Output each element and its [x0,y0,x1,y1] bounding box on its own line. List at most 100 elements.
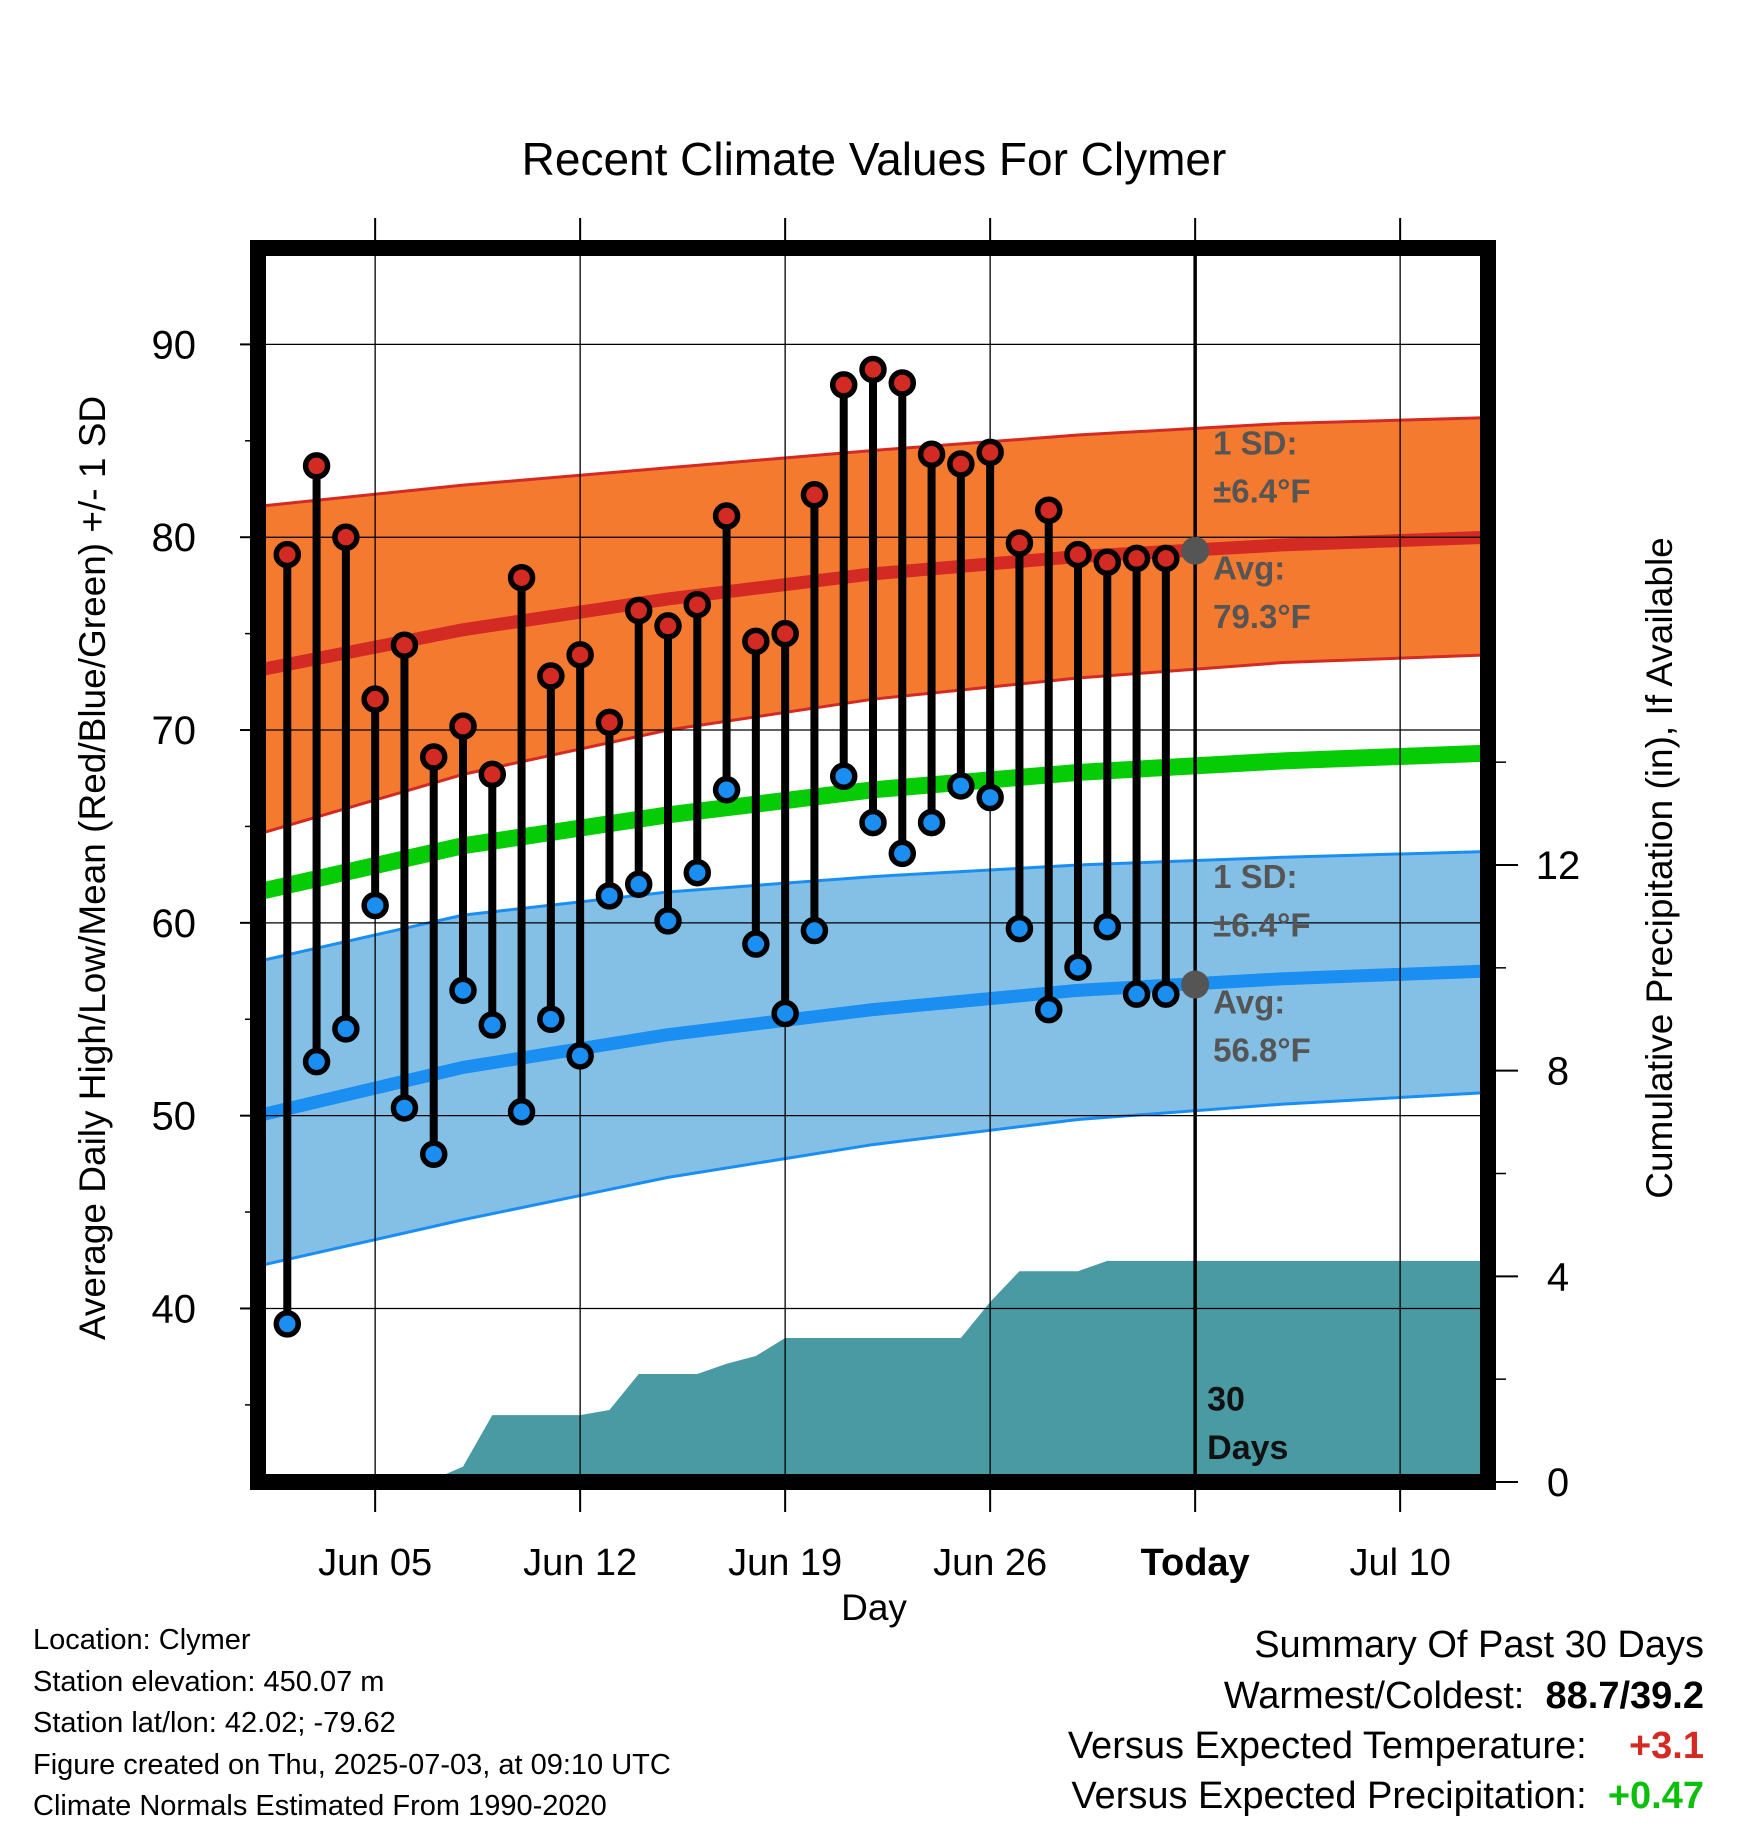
y-tick-label: 70 [152,709,197,753]
obs-low-point [449,976,477,1005]
obs-high-point [654,612,682,640]
obs-low-point [507,1098,536,1126]
obs-low-point [1122,980,1151,1008]
summary-coldest: 39.2 [1630,1675,1704,1717]
footer-created: Figure created on Thu, 2025-07-03, at 09… [33,1749,671,1781]
obs-low-point [390,1094,419,1122]
x-tick-label: Jul 10 [1349,1542,1450,1584]
obs-low-point [1005,914,1034,943]
high-sd-value: ±6.4°F [1213,473,1310,510]
y2-tick-label: 8 [1547,1050,1569,1094]
obs-high-point [1093,548,1122,577]
low-sd-lower-line [258,1091,1488,1268]
obs-low-point [1093,912,1122,941]
y2-tick-label: 0 [1547,1461,1569,1505]
summary-precip: Versus Expected Precipitation: +0.47 [1071,1775,1704,1818]
obs-high-point [712,502,741,530]
obs-high-point [859,355,887,384]
obs-low-point [712,776,741,804]
obs-low-point [566,1042,594,1070]
obs-high-point [449,712,477,740]
obs-high-point [829,371,858,399]
obs-low-point [829,762,858,791]
y2-axis-label: Cumulative Precipitation (in), If Availa… [1639,537,1680,1199]
low-avg-value: 56.8°F [1213,1032,1311,1069]
obs-high-point [683,590,712,619]
obs-low-point [1034,995,1063,1024]
low-sd-label: 1 SD: [1213,858,1297,895]
obs-high-point [507,563,536,592]
x-tick-label: Jun 12 [523,1542,637,1584]
summary-temp: Versus Expected Temperature: +3.1 [1068,1725,1704,1768]
obs-low-point [800,916,829,945]
obs-low-point [859,808,887,837]
obs-low-point [888,839,917,868]
obs-low-point [771,999,799,1028]
x-tick-label: Jun 05 [318,1542,432,1584]
low-sd-band [258,851,1488,1267]
obs-high-point [800,481,829,509]
obs-low-point [947,772,975,800]
today-high-avg-point [1181,536,1210,565]
y-axis-label: Average Daily High/Low/Mean (Red/Blue/Gr… [72,396,113,1340]
plot-frame [250,240,1496,1490]
summary-warm-cold: Warmest/Coldest: 88.7/39.2 [1224,1675,1704,1718]
low-avg-line [258,964,1488,1122]
obs-high-point [595,708,624,737]
summary-warmest: 88.7 [1545,1675,1620,1717]
obs-high-point [947,450,975,478]
y-tick-label: 50 [152,1095,197,1139]
obs-high-point [976,438,1004,467]
y-tick-label: 80 [152,516,197,560]
high-sd-label: 1 SD: [1213,424,1297,461]
low-sd-value: ±6.4°F [1213,906,1310,943]
obs-high-point [624,596,653,625]
y-tick-label: 60 [152,902,197,946]
obs-high-point [888,369,917,397]
obs-low-point [654,907,682,935]
summary-temp-label: Versus Expected Temperature: [1067,1725,1587,1767]
precip-area [258,1260,1488,1482]
summary-precip-value: +0.47 [1607,1775,1704,1817]
obs-high-point [566,641,594,669]
obs-high-point [478,760,507,789]
obs-low-point [1152,980,1180,1008]
obs-low-point [683,858,712,887]
obs-low-point [478,1011,507,1039]
x-tick-label: Jun 26 [933,1542,1047,1584]
high-avg-label: Avg: [1213,550,1285,587]
chart-title: Recent Climate Values For Clymer [522,133,1227,185]
footer-latlon: Station lat/lon: 42.02; -79.62 [33,1707,396,1739]
obs-low-point [419,1140,448,1168]
obs-low-point [742,930,770,958]
summary-warm-cold-label: Warmest/Coldest: [1223,1675,1525,1717]
obs-high-point [273,540,302,569]
footer-location: Location: Clymer [33,1624,251,1656]
y2-tick-label: 4 [1547,1255,1569,1299]
obs-high-point [1034,496,1063,524]
summary-separator: / [1619,1675,1631,1717]
obs-high-point [537,662,565,690]
today-days-label: Days [1207,1429,1288,1467]
obs-high-point [332,523,360,551]
plot-area: 1 SD: ±6.4°F Avg: 79.3°F 1 SD: ±6.4°F Avg: 56.8… [152,218,1581,1584]
summary-title: Summary Of Past 30 Days [1254,1624,1704,1666]
y2-tick-label: 12 [1536,844,1581,888]
obs-low-point [332,1015,360,1043]
y-tick-label: 40 [152,1287,197,1331]
x-axis-label: Day [841,1587,907,1628]
summary-temp-value: +3.1 [1628,1725,1704,1767]
obs-low-point [1064,953,1092,981]
today-days-number: 30 [1207,1381,1245,1419]
obs-high-point [1152,544,1180,573]
obs-low-point [917,808,946,837]
x-tick-label: Jun 19 [728,1542,842,1584]
obs-low-point [361,891,389,920]
obs-low-point [976,783,1004,812]
high-avg-value: 79.3°F [1213,598,1311,635]
obs-low-point [537,1005,565,1033]
footer-elevation: Station elevation: 450.07 m [33,1666,385,1698]
today-low-avg-point [1181,970,1210,999]
obs-high-point [419,743,448,771]
